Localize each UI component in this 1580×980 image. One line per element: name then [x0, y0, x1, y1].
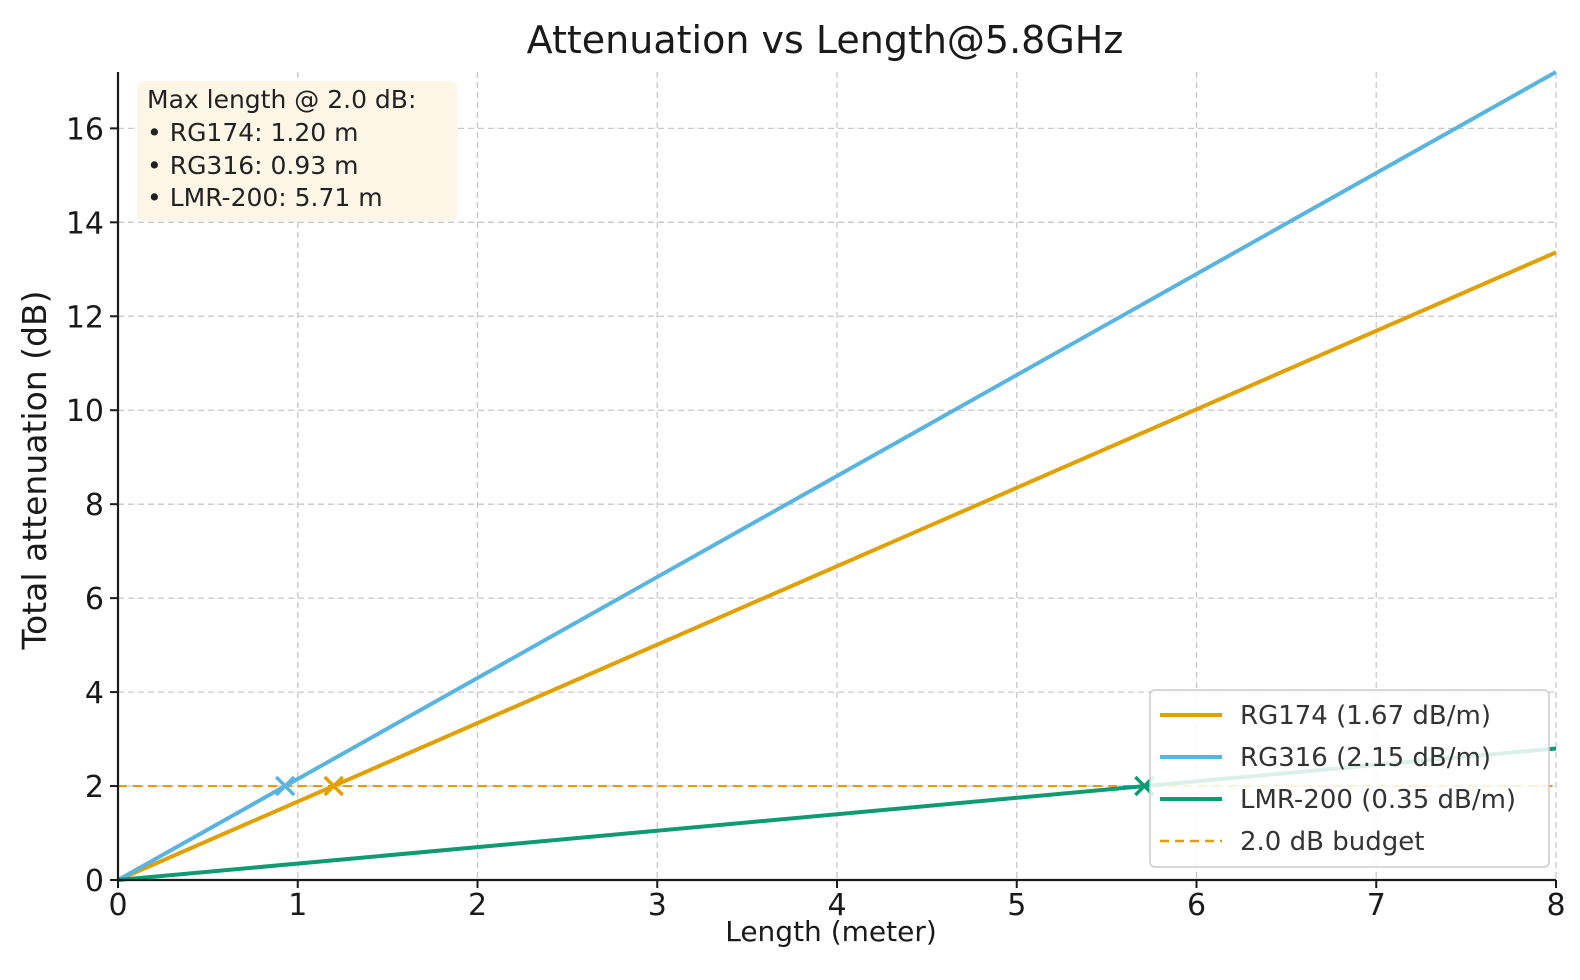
- x-tick-labels: 0 1 2 3 4 5 6 7 8: [108, 880, 1566, 923]
- x-tick-label: 3: [648, 888, 667, 923]
- legend-label-rg316: RG316 (2.15 dB/m): [1240, 743, 1491, 773]
- annotation-heading: Max length @ 2.0 dB:: [147, 85, 416, 114]
- x-tick-label: 6: [1187, 888, 1206, 923]
- y-tick-label: 6: [85, 582, 104, 617]
- annotation-line-rg174: • RG174: 1.20 m: [147, 118, 359, 147]
- x-tick-label: 8: [1546, 888, 1565, 923]
- max-length-marker-rg316: [274, 775, 296, 797]
- legend-box: [1149, 689, 1550, 868]
- y-tick-labels: 0 2 4 6 8 10 12 14 16: [66, 112, 118, 899]
- series-line-rg316: [117, 70, 1557, 882]
- x-tick-label: 1: [288, 888, 307, 923]
- annotation-box: [137, 81, 457, 221]
- y-tick-label: 14: [66, 206, 104, 241]
- y-tick-label: 8: [85, 488, 104, 523]
- max-length-marker-rg174: [323, 775, 344, 797]
- annotation-line-lmr200: • LMR-200: 5.71 m: [147, 183, 383, 212]
- y-tick-label: 16: [66, 112, 104, 147]
- y-tick-label: 10: [66, 394, 104, 429]
- legend-label-lmr200: LMR-200 (0.35 dB/m): [1240, 785, 1516, 815]
- legend: RG174 (1.67 dB/m) RG316 (2.15 dB/m) LMR-…: [1149, 689, 1550, 868]
- legend-label-rg174: RG174 (1.67 dB/m): [1240, 701, 1491, 731]
- x-tick-label: 2: [468, 888, 487, 923]
- legend-label-budget: 2.0 dB budget: [1240, 827, 1424, 857]
- y-axis-label: Total attenuation (dB): [15, 290, 54, 650]
- max-length-annotation: Max length @ 2.0 dB: • RG174: 1.20 m • R…: [137, 81, 457, 221]
- chart-title: Attenuation vs Length@5.8GHz: [527, 18, 1124, 62]
- series-line-rg174: [117, 250, 1557, 882]
- annotation-line-rg316: • RG316: 0.93 m: [147, 151, 359, 180]
- y-tick-label: 2: [85, 770, 104, 805]
- y-tick-label: 12: [66, 300, 104, 335]
- x-tick-label: 4: [827, 888, 846, 923]
- x-tick-label: 0: [108, 888, 127, 923]
- x-tick-label: 7: [1367, 888, 1386, 923]
- y-tick-label: 4: [85, 676, 104, 711]
- x-axis-label: Length (meter): [725, 915, 937, 948]
- x-tick-label: 5: [1007, 888, 1026, 923]
- y-tick-label: 0: [85, 864, 104, 899]
